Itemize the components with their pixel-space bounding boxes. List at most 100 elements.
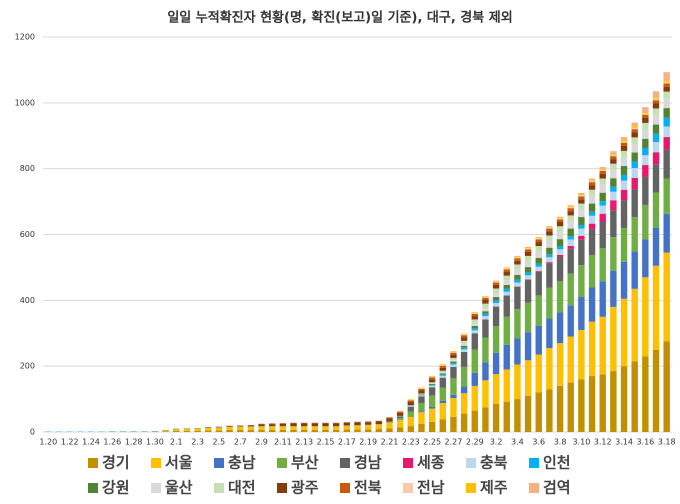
- bar-segment: [631, 143, 638, 153]
- bar-segment: [492, 374, 500, 405]
- bar-segment: [524, 247, 532, 250]
- bar-segment: [386, 422, 393, 429]
- bar-segment: [524, 275, 532, 280]
- bar-segment: [642, 204, 649, 240]
- bar-segment: [546, 389, 553, 432]
- bar-segment: [482, 313, 489, 317]
- bar-segment: [663, 149, 670, 179]
- bar-segment: [407, 400, 415, 403]
- bar-segment: [610, 210, 617, 238]
- bar-segment: [588, 185, 596, 190]
- bar-segment: [642, 112, 649, 114]
- bar-segment: [535, 325, 542, 355]
- bar-segment: [460, 334, 468, 336]
- x-tick-label: 2.27: [445, 438, 463, 447]
- bar-segment: [620, 141, 628, 143]
- bar-segment: [652, 142, 660, 153]
- bar-segment: [663, 98, 670, 109]
- bar-segment: [471, 313, 478, 317]
- bar-segment: [535, 238, 542, 240]
- bar-segment: [396, 427, 404, 432]
- bar-segment: [631, 161, 638, 169]
- bar-segment: [471, 385, 478, 411]
- bar-segment: [588, 211, 596, 216]
- bar-segment: [524, 360, 532, 396]
- bar-segment: [428, 421, 436, 432]
- bar-segment: [205, 430, 212, 432]
- x-tick-label: 2.1: [170, 438, 183, 447]
- bar-segment: [599, 173, 606, 179]
- bar-segment: [578, 239, 585, 266]
- bar-segment: [215, 430, 223, 432]
- bar-segment: [610, 186, 617, 192]
- bar-segment: [258, 429, 265, 432]
- bar-segment: [407, 405, 415, 407]
- bar-segment: [226, 427, 233, 431]
- bar-segment: [503, 275, 510, 281]
- legend-swatch: [214, 483, 224, 493]
- bar-segment: [460, 340, 468, 344]
- x-tick-label: 1.26: [103, 438, 121, 447]
- bar-segment: [556, 256, 564, 282]
- bar-segment: [279, 423, 287, 427]
- bar-segment: [652, 97, 660, 99]
- bar-segment: [578, 203, 585, 210]
- bar-segment: [439, 372, 446, 374]
- bar-segment: [578, 379, 585, 432]
- bar-segment: [332, 423, 340, 427]
- bar-segment: [514, 282, 521, 287]
- bar-segment: [631, 132, 638, 138]
- bar-segment: [588, 179, 596, 181]
- bar-segment: [226, 426, 233, 427]
- bar-segment: [482, 296, 489, 297]
- legend-label: 울산: [165, 479, 193, 497]
- bar-segment: [588, 321, 596, 377]
- x-tick-label: 2.7: [234, 438, 247, 447]
- bar-segment: [578, 196, 585, 200]
- bar-segment: [620, 227, 628, 262]
- bar-segment: [652, 115, 660, 125]
- bar-segment: [450, 354, 457, 358]
- bar-segment: [631, 288, 638, 362]
- bar-segment: [428, 384, 436, 386]
- bar-segment: [610, 153, 617, 155]
- x-tick-label: 3.16: [636, 438, 654, 447]
- legend-label: 세종: [417, 454, 445, 472]
- bar-segment: [610, 159, 617, 164]
- bar-segment: [450, 366, 457, 379]
- bar-segment: [322, 429, 329, 432]
- bar-segment: [428, 383, 436, 384]
- bar-segment: [460, 413, 468, 432]
- bar-segment: [524, 395, 532, 432]
- bar-segment: [503, 316, 510, 345]
- bar-segment: [567, 246, 574, 249]
- bar-segment: [642, 356, 649, 432]
- bar-segment: [578, 228, 585, 236]
- bar-segment: [588, 223, 596, 230]
- bar-segment: [343, 425, 351, 430]
- bar-segment: [642, 117, 649, 123]
- bar-segment: [652, 124, 660, 134]
- legend-swatch: [466, 483, 476, 493]
- bar-segment: [205, 428, 212, 431]
- bar-segment: [471, 326, 478, 329]
- bar-segment: [269, 424, 276, 427]
- bar-segment: [567, 206, 574, 209]
- bar-segment: [588, 180, 596, 183]
- bar-segment: [599, 205, 606, 214]
- bar-segment: [439, 400, 446, 404]
- x-tick-label: 3.8: [554, 438, 567, 447]
- bar-segment: [514, 286, 521, 310]
- bar-segment: [471, 330, 478, 334]
- legend-swatch: [151, 483, 161, 493]
- bar-segment: [567, 205, 574, 206]
- bar-segment: [471, 333, 478, 350]
- bar-segment: [492, 288, 500, 294]
- bar-segment: [610, 163, 617, 170]
- legend-swatch: [88, 458, 98, 468]
- bar-segment: [450, 352, 457, 355]
- bar-segment: [311, 429, 319, 432]
- bar-segment: [642, 114, 649, 118]
- bar-segment: [663, 117, 670, 127]
